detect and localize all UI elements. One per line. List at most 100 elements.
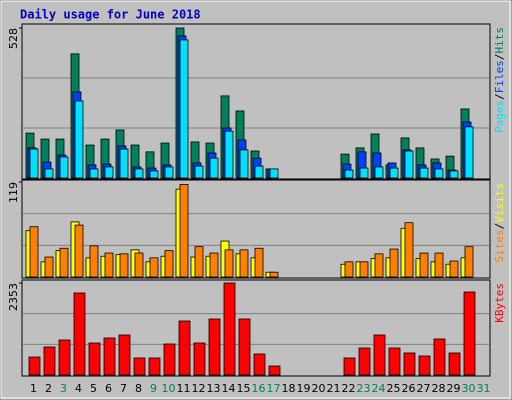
y-tick-label: 119 xyxy=(7,182,20,203)
x-tick-label: 31 xyxy=(477,382,491,395)
bar xyxy=(464,126,474,179)
bar xyxy=(104,252,114,278)
x-tick-label: 19 xyxy=(297,382,311,395)
bar xyxy=(449,260,459,278)
bar xyxy=(28,356,41,376)
legend-entry: Visits xyxy=(493,183,506,223)
bar xyxy=(239,149,249,179)
bar xyxy=(239,249,249,278)
bar xyxy=(254,165,264,179)
bar xyxy=(29,148,39,179)
bar xyxy=(268,365,281,376)
bar xyxy=(269,168,279,179)
bar xyxy=(119,253,129,278)
bar xyxy=(103,337,116,376)
bar xyxy=(193,342,206,376)
bar xyxy=(434,168,444,179)
bar xyxy=(88,342,101,376)
legend-entry: Hits xyxy=(493,27,506,54)
bar xyxy=(373,334,386,376)
x-tick-label: 24 xyxy=(372,382,386,395)
bar xyxy=(134,168,144,179)
bar xyxy=(238,318,251,376)
x-tick-label: 18 xyxy=(282,382,296,395)
bar xyxy=(149,257,159,278)
bar xyxy=(389,167,399,179)
bar xyxy=(59,247,69,278)
legend-entry: Files xyxy=(493,60,506,93)
x-tick-label: 22 xyxy=(342,382,356,395)
bar xyxy=(374,253,384,278)
x-tick-label: 14 xyxy=(222,382,236,395)
x-tick-label: 23 xyxy=(357,382,371,395)
x-tick-label: 7 xyxy=(120,382,127,395)
bar xyxy=(29,226,39,278)
bar xyxy=(404,222,414,278)
legend: Pages/Files/Hits xyxy=(493,27,506,133)
bar xyxy=(434,252,444,278)
x-tick-label: 15 xyxy=(237,382,251,395)
x-tick-label: 10 xyxy=(162,382,176,395)
bar xyxy=(89,168,99,179)
bar xyxy=(163,343,176,376)
x-tick-label: 17 xyxy=(267,382,281,395)
legend-entry: Pages xyxy=(493,100,506,133)
x-tick-label: 8 xyxy=(135,382,142,395)
bar xyxy=(419,252,429,278)
legend: KBytes xyxy=(493,283,506,323)
bar xyxy=(179,183,189,278)
bar xyxy=(359,261,369,278)
bar xyxy=(209,252,219,278)
bar xyxy=(254,247,264,278)
x-tick-label: 28 xyxy=(432,382,446,395)
bar xyxy=(224,249,234,278)
bar xyxy=(74,224,84,278)
bar xyxy=(148,357,161,376)
x-tick-label: 9 xyxy=(150,382,157,395)
chart-title: Daily usage for June 2018 xyxy=(20,8,201,22)
bar xyxy=(344,261,354,278)
bar xyxy=(208,318,221,376)
bar xyxy=(448,352,461,376)
bar xyxy=(89,245,99,278)
x-tick-label: 21 xyxy=(327,382,341,395)
x-tick-label: 6 xyxy=(105,382,112,395)
x-tick-label: 20 xyxy=(312,382,326,395)
x-tick-label: 26 xyxy=(402,382,416,395)
bar xyxy=(388,347,401,376)
legend-separator: / xyxy=(493,223,506,230)
bar xyxy=(119,148,129,179)
x-tick-label: 3 xyxy=(60,382,67,395)
bar xyxy=(223,282,236,376)
bar xyxy=(43,346,56,376)
x-tick-label: 11 xyxy=(177,382,191,395)
x-tick-label: 1 xyxy=(30,382,37,395)
bar xyxy=(104,166,114,179)
bar xyxy=(389,248,399,278)
bar xyxy=(433,338,446,376)
bar xyxy=(164,166,174,179)
legend-separator: / xyxy=(493,54,506,61)
legend-entry: Sites xyxy=(493,229,506,262)
bar xyxy=(134,252,144,278)
bar xyxy=(74,100,84,179)
bar xyxy=(344,169,354,179)
bar xyxy=(178,320,191,376)
x-tick-label: 29 xyxy=(447,382,461,395)
bar xyxy=(209,157,219,179)
bar xyxy=(118,334,131,376)
bar xyxy=(59,156,69,179)
bar xyxy=(359,167,369,179)
bar xyxy=(374,166,384,179)
bar xyxy=(179,39,189,179)
bar xyxy=(44,256,54,278)
x-tick-label: 25 xyxy=(387,382,401,395)
bar xyxy=(404,150,414,179)
x-tick-label: 27 xyxy=(417,382,431,395)
bar xyxy=(463,291,476,376)
bar xyxy=(419,167,429,179)
bar xyxy=(164,250,174,278)
bar xyxy=(343,357,356,376)
bar xyxy=(269,271,279,278)
